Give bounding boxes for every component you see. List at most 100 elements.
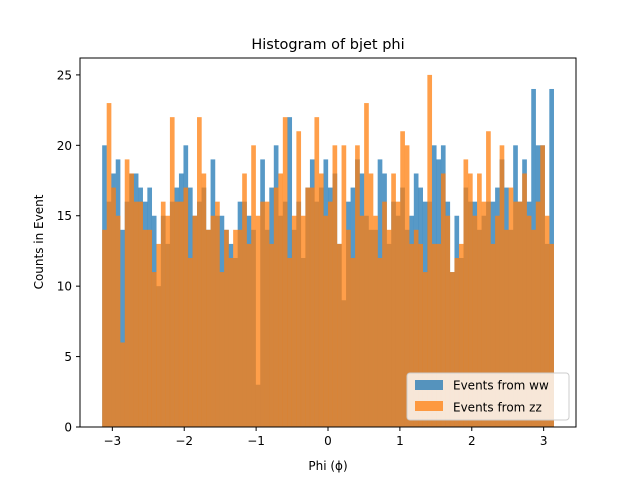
- bar-zz-27: [224, 229, 229, 427]
- bar-zz-11: [151, 272, 157, 427]
- x-axis-label: Phi (ϕ): [308, 459, 347, 473]
- bar-zz-79: [458, 243, 464, 427]
- bar-zz-73: [431, 243, 437, 427]
- bar-zz-58: [364, 103, 369, 427]
- bar-zz-89: [504, 229, 509, 427]
- x-tick-label-4: 1: [396, 434, 404, 448]
- bar-zz-9: [142, 229, 148, 427]
- y-tick-label-3: 15: [57, 209, 72, 223]
- x-tick-label-5: 2: [468, 434, 476, 448]
- bar-zz-40: [282, 117, 288, 428]
- bar-zz-19: [187, 257, 193, 427]
- bar-zz-24: [210, 215, 216, 427]
- bar-zz-4: [120, 342, 125, 427]
- bar-zz-88: [499, 145, 505, 427]
- bar-zz-12: [156, 243, 162, 427]
- bar-zz-39: [278, 173, 283, 427]
- bar-zz-87: [495, 215, 500, 427]
- bar-zz-85: [486, 131, 491, 428]
- bar-zz-53: [341, 145, 347, 427]
- bar-zz-51: [332, 145, 338, 427]
- bar-zz-44: [300, 215, 306, 427]
- bar-zz-70: [418, 243, 423, 427]
- bar-zz-42: [291, 215, 297, 427]
- bar-zz-98: [544, 215, 550, 427]
- y-tick-label-0: 0: [64, 421, 72, 435]
- bar-zz-32: [246, 243, 252, 427]
- bar-zz-16: [174, 201, 180, 427]
- legend-swatch-zz: [415, 401, 443, 411]
- bar-zz-14: [165, 215, 171, 427]
- bar-zz-13: [160, 201, 166, 427]
- bar-zz-90: [508, 187, 514, 427]
- bar-zz-93: [522, 173, 527, 427]
- bar-zz-2: [111, 187, 116, 427]
- bar-zz-91: [513, 201, 518, 427]
- y-tick-label-1: 5: [64, 350, 72, 364]
- legend-swatch-ww: [415, 380, 443, 390]
- bar-zz-10: [147, 229, 153, 427]
- bar-zz-18: [183, 187, 189, 427]
- bar-zz-66: [400, 131, 405, 428]
- bar-zz-63: [386, 229, 392, 427]
- x-tick-label-1: −2: [175, 434, 193, 448]
- bar-zz-43: [296, 131, 302, 428]
- bar-zz-49: [323, 215, 329, 427]
- y-axis-label: Counts in Event: [32, 194, 46, 289]
- bar-zz-96: [535, 201, 541, 427]
- bar-zz-82: [472, 215, 478, 427]
- bar-zz-62: [382, 201, 387, 427]
- x-tick-label-2: −1: [247, 434, 265, 448]
- axes: −3 −2 −1 0 1 2 3 0 5 10 15 20 25: [57, 57, 577, 448]
- bar-zz-31: [242, 173, 247, 427]
- y-tick-label-4: 20: [57, 139, 72, 153]
- bar-zz-26: [219, 272, 225, 427]
- y-tick-label-5: 25: [57, 68, 72, 82]
- bar-zz-92: [517, 201, 523, 427]
- bar-zz-34: [255, 215, 261, 427]
- bar-zz-95: [531, 229, 536, 427]
- bar-zz-55: [350, 257, 356, 427]
- bar-zz-86: [490, 243, 496, 427]
- bar-zz-23: [206, 229, 211, 427]
- bar-zz-7: [133, 201, 139, 427]
- bar-zz-33: [251, 145, 256, 427]
- bar-zz-15: [169, 117, 175, 428]
- bar-zz-6: [129, 173, 134, 427]
- y-tick-label-2: 10: [57, 280, 72, 294]
- legend: Events from ww Events from zz: [406, 372, 570, 421]
- bar-zz-20: [192, 215, 198, 427]
- bar-zz-25: [215, 201, 220, 427]
- bar-zz-8: [138, 201, 143, 427]
- bar-zz-36: [264, 201, 270, 427]
- bar-zz-71: [422, 272, 428, 427]
- bar-zz-35: [260, 201, 265, 427]
- bar-zz-48: [318, 173, 324, 427]
- bar-zz-77: [449, 272, 455, 427]
- bar-zz-52: [337, 243, 342, 427]
- bar-zz-80: [463, 159, 469, 427]
- bar-zz-69: [413, 229, 419, 427]
- bar-zz-57: [359, 215, 365, 427]
- bar-zz-22: [201, 173, 207, 427]
- x-tick-label-3: 0: [324, 434, 332, 448]
- bar-zz-5: [124, 159, 130, 427]
- bar-zz-68: [409, 243, 414, 427]
- bar-zz-74: [436, 243, 442, 427]
- bar-zz-65: [395, 201, 401, 427]
- bar-zz-72: [427, 74, 433, 428]
- bar-ww-4: [120, 229, 125, 427]
- bar-zz-38: [273, 187, 279, 427]
- legend-label-ww: Events from ww: [453, 379, 549, 393]
- bar-zz-83: [477, 173, 482, 427]
- bar-zz-37: [269, 243, 274, 427]
- x-tick-label-0: −3: [103, 434, 121, 448]
- bar-zz-97: [540, 145, 545, 427]
- bar-zz-0: [102, 229, 107, 427]
- bar-zz-75: [440, 173, 446, 427]
- bar-zz-78: [454, 257, 460, 427]
- legend-box: [406, 372, 570, 421]
- bar-zz-67: [404, 145, 410, 427]
- bar-zz-45: [305, 187, 311, 427]
